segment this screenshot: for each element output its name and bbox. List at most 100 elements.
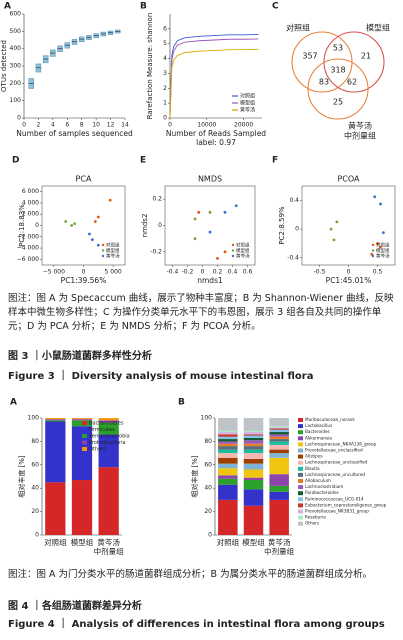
bar-segment <box>45 419 66 421</box>
point <box>96 215 100 219</box>
point <box>93 220 97 223</box>
legend-swatch <box>371 254 375 258</box>
bar-segment <box>243 435 264 438</box>
legend-swatch <box>298 521 303 526</box>
legend-label: 对照组 <box>106 242 120 249</box>
legend-swatch <box>298 472 303 477</box>
legend-label: Lactobacillus <box>305 423 332 428</box>
bar-segment <box>243 477 264 481</box>
y-axis-label: OTUs detected <box>0 40 8 92</box>
legend-swatch <box>298 485 303 490</box>
panel-title: PCA <box>76 175 92 184</box>
bar-segment <box>269 453 289 458</box>
bar-segment <box>243 418 264 431</box>
bar-segment <box>243 469 264 478</box>
line <box>169 38 259 119</box>
bar-segment <box>269 474 289 486</box>
bar-segment <box>218 453 238 458</box>
legend-swatch <box>298 466 303 471</box>
point <box>379 202 382 206</box>
y-tick-label: 60 <box>204 461 212 468</box>
point <box>64 220 68 223</box>
x-axis-label: PC1:39.56% <box>61 276 107 285</box>
legend-label: Eubacterium_coprostanoligenes_group <box>305 502 387 507</box>
x-tick-label: 0 <box>168 122 172 129</box>
bar-segment <box>243 437 264 441</box>
bar-segment <box>243 449 264 454</box>
bar-segment <box>243 489 264 506</box>
legend-swatch <box>298 454 303 459</box>
x-tick-label: 模型组 <box>71 537 94 547</box>
y-tick-label: 0 <box>35 532 39 539</box>
legend-label: 对照组 <box>376 242 390 249</box>
legend-label: Ruminococcaceae_UCG-014 <box>305 496 364 501</box>
bar-segment <box>243 453 264 459</box>
bar-segment <box>218 418 238 431</box>
y-tick-label: 0 <box>295 226 299 233</box>
x-tick-label: 模型组 <box>242 537 265 547</box>
y-tick-label: 0 <box>208 532 212 539</box>
bar-segment <box>269 436 289 440</box>
legend-swatch <box>101 254 105 258</box>
bar-segment <box>218 463 238 469</box>
legend-label: Muribaculaceae_norank <box>305 417 355 422</box>
x-tick-label: 黄芩汤 <box>268 537 291 547</box>
legend-label: Lachnospiraceae_uncultured <box>305 472 365 477</box>
venn-set-label: 对照组 <box>286 23 310 33</box>
point <box>379 245 382 249</box>
x-tick-label: 对照组 <box>217 537 240 547</box>
legend-swatch <box>298 430 303 435</box>
legend-label: Akkermansia <box>305 435 332 440</box>
y-tick-label: 0 <box>163 115 167 122</box>
point <box>90 238 94 242</box>
bar-segment <box>243 463 264 470</box>
bar-segment <box>71 419 93 421</box>
venn-count: 357 <box>302 52 317 61</box>
legend-swatch <box>298 418 303 422</box>
x-tick-label: 5 000 <box>105 269 122 276</box>
bar-segment <box>218 432 238 435</box>
legend-swatch <box>371 243 375 247</box>
bar-segment <box>218 436 238 440</box>
y-tick-label: 40 <box>204 485 212 492</box>
figure4-title-cn: 图 4 ｜各组肠道菌群差异分析 <box>8 601 142 612</box>
y-tick-label: 0.4 <box>289 197 299 204</box>
x-axis-label: Number of samples sequenced <box>16 129 133 138</box>
bar-segment <box>243 505 264 535</box>
bar-segment <box>243 434 264 436</box>
legend-label: 黄芩汤 <box>236 253 250 260</box>
legend-swatch <box>298 497 303 502</box>
y-tick-label: 60 <box>31 461 39 468</box>
bar-segment <box>243 480 264 490</box>
bar-segment <box>218 484 238 500</box>
panel-letter: A <box>10 398 17 408</box>
bar-segment <box>98 467 119 535</box>
bar-segment <box>243 458 264 464</box>
legend-swatch <box>82 447 87 451</box>
venn-set-label: 黄芩汤 <box>348 121 372 131</box>
legend-label: 模型组 <box>240 100 255 107</box>
panel-title: PCOA <box>337 175 360 184</box>
x-tick-label: 对照组 <box>44 537 67 547</box>
bar-segment <box>218 434 238 437</box>
legend-label: Lachnospiraceae_unclassified <box>305 460 368 465</box>
legend-label: 模型组 <box>376 247 390 254</box>
legend-label: Firmicutes <box>89 427 115 433</box>
bar-segment <box>45 420 66 422</box>
bar-segment <box>269 429 289 433</box>
legend-swatch <box>231 243 235 247</box>
legend-label: 模型组 <box>236 247 250 254</box>
point <box>370 252 374 256</box>
venn-count: 318 <box>330 66 345 75</box>
venn-circle <box>307 58 369 120</box>
x-tick-label: -0.4 <box>167 269 179 276</box>
x-axis-label: nmds1 <box>197 276 223 285</box>
venn-count: 53 <box>333 44 343 53</box>
y-tick-label: -0.2 <box>150 248 162 255</box>
legend-label: 黄芩汤 <box>376 253 390 260</box>
legend-swatch <box>298 442 303 447</box>
y-tick-label: 2 000 <box>22 211 39 218</box>
venn-count: 62 <box>347 78 357 87</box>
point <box>223 210 227 214</box>
venn-count: 83 <box>319 78 329 87</box>
